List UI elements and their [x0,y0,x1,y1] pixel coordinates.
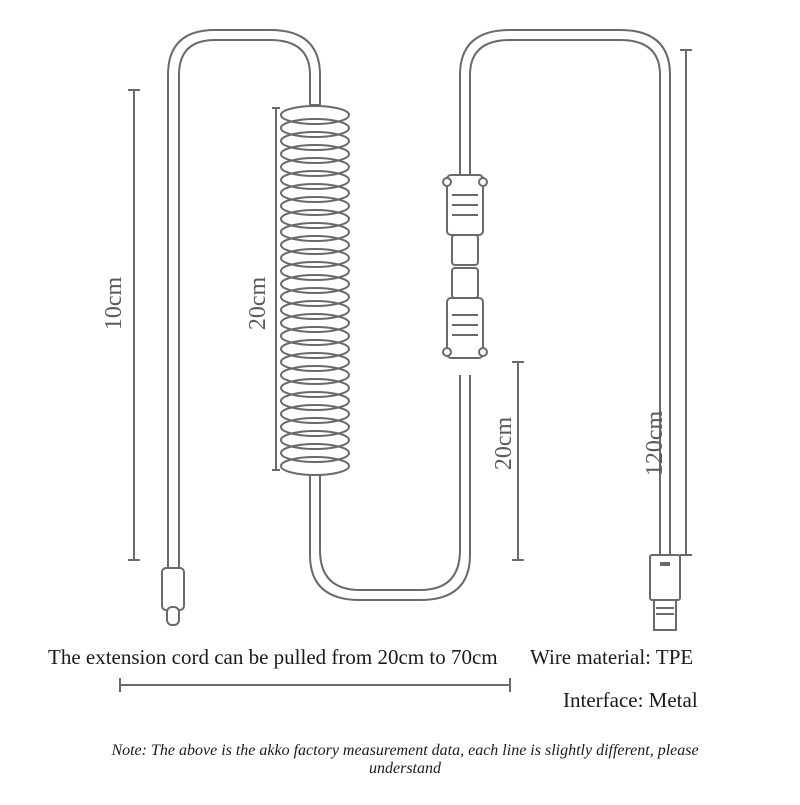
label-below-20cm: 20cm [491,417,518,470]
aviator-connector-icon [443,175,487,358]
cable-right-segment [460,30,670,555]
dimension-10cm [128,90,140,560]
dimension-extension-range [120,678,510,692]
usbc-connector-icon [162,568,184,625]
cable-svg [0,0,800,800]
caption-wire-material: Wire material: TPE [530,645,693,670]
caption-note: Note: The above is the akko factory meas… [85,742,725,778]
cable-left-segment [168,30,320,568]
label-10cm: 10cm [101,277,128,330]
dimension-coil-20cm [272,108,280,470]
cable-coil-section [281,105,349,475]
cable-diagram: 10cm 20cm 20cm 120cm The extension cord … [0,0,800,800]
label-coil-20cm: 20cm [245,277,272,330]
label-120cm: 120cm [642,411,669,476]
caption-extension: The extension cord can be pulled from 20… [48,645,498,670]
usba-connector-icon [650,555,680,630]
dimension-120cm [680,50,692,555]
caption-interface: Interface: Metal [563,688,698,713]
